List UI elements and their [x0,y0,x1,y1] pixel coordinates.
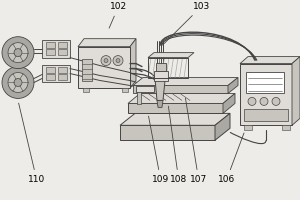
Bar [154,71,168,81]
Bar [58,49,67,55]
Bar [156,63,166,71]
Bar [148,58,188,78]
Text: 103: 103 [164,2,210,44]
Circle shape [8,43,28,63]
Polygon shape [157,100,163,107]
Text: 106: 106 [218,133,244,184]
Bar [42,40,70,58]
Circle shape [272,97,280,105]
Polygon shape [120,125,215,140]
Circle shape [101,56,111,66]
Polygon shape [128,93,235,103]
Bar [58,42,67,48]
Polygon shape [228,78,238,93]
Bar [58,67,67,73]
Bar [244,125,252,130]
Polygon shape [148,53,194,58]
Circle shape [14,49,22,57]
Polygon shape [120,113,230,125]
Circle shape [113,56,123,66]
Polygon shape [155,79,165,100]
Polygon shape [223,93,235,113]
Polygon shape [292,57,300,125]
Circle shape [260,97,268,105]
Polygon shape [130,39,136,88]
Bar [42,65,70,82]
Bar [58,74,67,80]
Polygon shape [78,39,136,47]
Bar [282,125,290,130]
Bar [46,67,55,73]
Circle shape [248,97,256,105]
Bar [136,86,154,92]
Text: 107: 107 [185,98,207,184]
Polygon shape [240,57,300,64]
Bar [122,88,128,92]
Circle shape [8,73,28,92]
Polygon shape [215,113,230,140]
Circle shape [104,59,108,63]
Bar [46,42,55,48]
Circle shape [116,59,120,63]
Bar [244,109,288,121]
Polygon shape [133,78,238,85]
Bar [246,72,284,93]
Bar [240,64,292,125]
Bar [46,49,55,55]
Text: 102: 102 [109,2,127,28]
Text: 110: 110 [19,103,45,184]
Circle shape [2,67,34,98]
Bar [78,47,130,88]
Bar [137,92,141,104]
Polygon shape [133,85,228,93]
Circle shape [2,37,34,69]
Bar [46,74,55,80]
Polygon shape [128,103,223,113]
Bar [82,59,92,81]
Circle shape [14,79,22,86]
Bar [83,88,89,92]
Text: 109: 109 [148,116,169,184]
Text: 108: 108 [168,106,187,184]
